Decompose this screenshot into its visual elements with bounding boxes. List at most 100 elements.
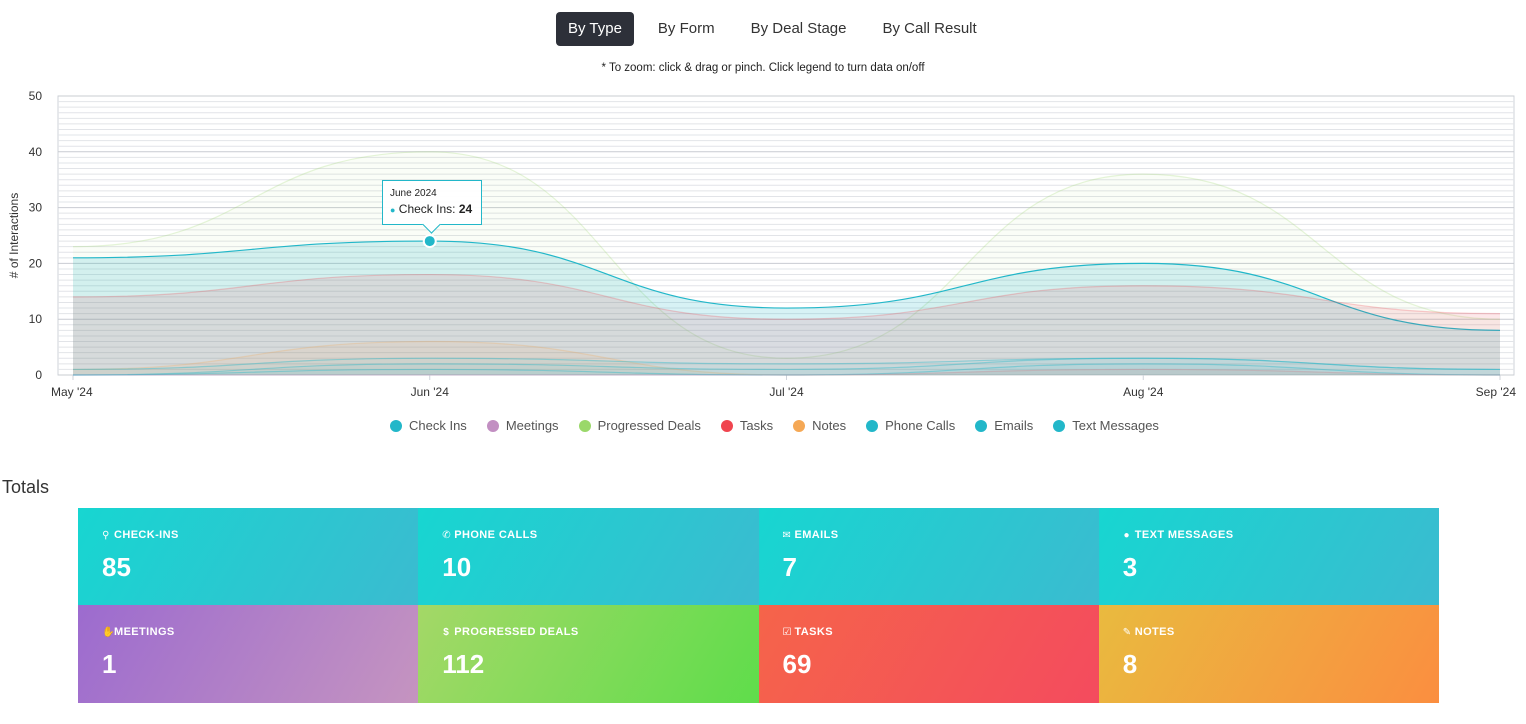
y-tick-label: 30	[29, 201, 43, 215]
card-value: 1	[102, 649, 117, 679]
tab-by-form[interactable]: By Form	[657, 20, 715, 37]
legend-label: Meetings	[505, 418, 559, 433]
series-line-tasks	[72, 273, 1501, 320]
pencil-icon: ✎	[1122, 626, 1132, 638]
x-tick-label: May '24	[51, 385, 93, 399]
tooltip-dot: ●	[390, 205, 396, 215]
x-tick-label: Sep '24	[1476, 385, 1517, 399]
card-label-text: TASKS	[794, 626, 833, 638]
legend-dot	[975, 419, 988, 432]
envelope-icon: ✉	[782, 529, 792, 541]
y-tick-label: 10	[29, 312, 43, 326]
card-label: $ PROGRESSED DEALS	[442, 626, 578, 638]
legend-tasks[interactable]: Tasks	[720, 418, 774, 433]
card-meetings: ✋ MEETINGS 1	[78, 605, 419, 703]
legend-dot	[1053, 419, 1066, 432]
legend-dot	[720, 419, 733, 432]
y-tick-label: 40	[29, 145, 43, 159]
tooltip-series: Check Ins	[398, 202, 453, 216]
y-axis-title: # of Interactions	[7, 193, 21, 278]
legend-label: Text Messages	[1072, 418, 1159, 433]
totals-heading: Totals	[2, 477, 50, 497]
legend-meetings[interactable]: Meetings	[486, 418, 559, 433]
legend-dot	[486, 419, 499, 432]
card-value: 8	[1122, 649, 1138, 679]
card-label: ● TEXT MESSAGES	[1123, 529, 1234, 541]
legend-label: Phone Calls	[885, 418, 956, 433]
card-tasks: ☑ TASKS 69	[758, 605, 1099, 703]
legend-progressed-deals[interactable]: Progressed Deals	[578, 418, 701, 433]
legend-dot	[390, 419, 402, 432]
card-label-text: PROGRESSED DEALS	[454, 626, 579, 638]
tooltip-row: ● Check Ins: 24	[390, 202, 473, 216]
card-value: 3	[1122, 552, 1138, 582]
card-text-messages: ● TEXT MESSAGES 3	[1098, 508, 1439, 605]
series-line-notes	[72, 340, 1501, 376]
x-tick-label: Jun '24	[411, 385, 450, 399]
y-tick-label: 50	[29, 89, 43, 103]
card-label: ✎ NOTES	[1123, 626, 1175, 638]
card-label-text: PHONE CALLS	[454, 529, 538, 541]
series-line-text-messages	[72, 363, 1501, 376]
legend-dot	[793, 419, 806, 432]
series-line-progressed-deals	[72, 151, 1501, 359]
card-label-text: NOTES	[1134, 626, 1175, 638]
card-progressed-deals: $ PROGRESSED DEALS 112	[418, 605, 759, 703]
legend-check-ins[interactable]: Check Ins	[390, 418, 467, 433]
interactions-chart[interactable]: 0 10 20 30 40 50 # of Interactions May '24 Jun '…	[0, 86, 1526, 416]
highlight-point	[422, 234, 437, 249]
y-tick-label: 20	[29, 256, 43, 270]
legend-label: Progressed Deals	[597, 418, 701, 433]
card-label: ✉ EMAILS	[783, 529, 839, 541]
card-label: ☑ TASKS	[783, 626, 833, 638]
card-check-ins: ⚲ CHECK-INS 85	[78, 508, 419, 605]
tab-by-type[interactable]: By Type	[556, 12, 634, 46]
tab-by-deal-stage[interactable]: By Deal Stage	[750, 20, 847, 37]
series-area-notes	[73, 341, 1500, 375]
series-line-emails	[72, 357, 1501, 376]
card-label: ✆ PHONE CALLS	[442, 529, 537, 541]
check-square-icon: ☑	[782, 626, 792, 638]
card-emails: ✉ EMAILS 7	[758, 508, 1099, 605]
map-pin-icon: ⚲	[102, 529, 110, 541]
card-label-text: CHECK-INS	[114, 529, 179, 541]
card-value: 7	[782, 552, 797, 582]
card-value: 10	[442, 552, 472, 582]
card-label-text: TEXT MESSAGES	[1134, 529, 1234, 541]
card-value: 85	[102, 552, 131, 582]
legend-notes[interactable]: Notes	[793, 418, 846, 433]
series-area-text-messages	[73, 363, 1500, 375]
series-area-emails	[73, 358, 1500, 375]
tooltip-value: 24	[458, 202, 473, 216]
legend-phone-calls[interactable]: Phone Calls	[866, 418, 955, 433]
zoom-hint: * To zoom: click & drag or pinch. Click …	[601, 62, 925, 74]
series-line-phone-calls	[72, 357, 1501, 371]
legend-label: Emails	[994, 418, 1034, 433]
totals-grid: ⚲ CHECK-INS 85 ✆ PHONE CALLS 10 ✉ EMAILS 7 …	[78, 508, 1439, 703]
card-label-text: MEETINGS	[114, 626, 175, 638]
dollar-icon: $	[443, 626, 450, 638]
legend-text-messages[interactable]: Text Messages	[1053, 418, 1159, 433]
tab-by-call-result[interactable]: By Call Result	[882, 20, 977, 37]
card-phone-calls: ✆ PHONE CALLS 10	[418, 508, 759, 605]
x-tick-label: Jul '24	[769, 385, 804, 399]
legend-label: Tasks	[739, 418, 774, 433]
tooltip-title: June 2024	[390, 188, 437, 199]
card-value: 69	[782, 649, 812, 679]
series-area-tasks	[73, 274, 1500, 375]
series-area-phone-calls	[73, 358, 1500, 375]
card-label: ✋ MEETINGS	[102, 626, 175, 638]
handshake-icon: ✋	[102, 626, 115, 638]
card-label-text: EMAILS	[794, 529, 839, 541]
legend-emails[interactable]: Emails	[975, 418, 1033, 433]
chart-tooltip: June 2024 ● Check Ins: 24	[382, 180, 482, 234]
legend-dot	[578, 419, 591, 432]
legend-label: Check Ins	[409, 418, 467, 433]
x-tick-label: Aug '24	[1123, 385, 1164, 399]
chart-legend: Check Ins Meetings Progressed Deals Task…	[390, 418, 1179, 433]
phone-icon: ✆	[442, 529, 452, 541]
legend-label: Notes	[812, 418, 847, 433]
y-tick-label: 0	[35, 368, 42, 382]
comment-icon: ●	[1123, 529, 1130, 541]
card-notes: ✎ NOTES 8	[1098, 605, 1439, 703]
